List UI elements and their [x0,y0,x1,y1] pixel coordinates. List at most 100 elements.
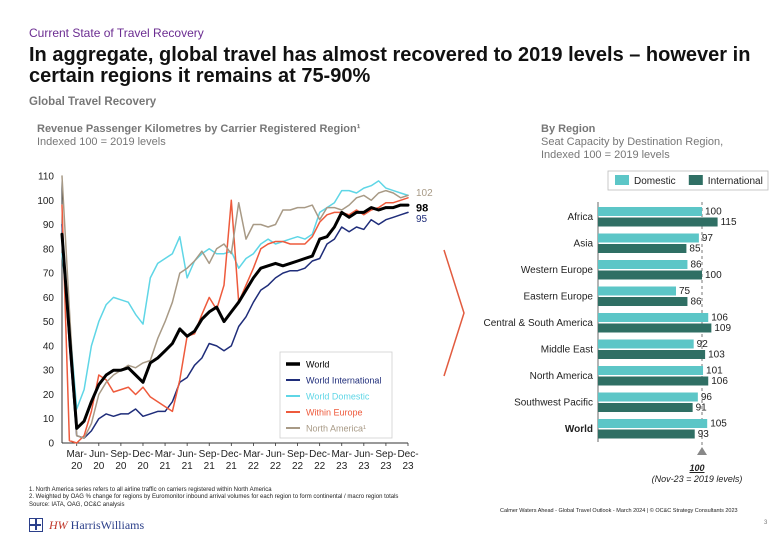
x-tick-label: 20 [93,461,105,472]
y-tick-label: 10 [43,414,55,425]
series-end-label: 98 [416,203,428,215]
region-label: North America [530,371,594,382]
legend-label: North America¹ [306,424,366,434]
line-chart: 0102030405060708090100110Mar-20Jun-20Sep… [37,172,433,473]
sources-note: Source: IATA, OAG, OC&C analysis [29,502,125,508]
y-tick-label: 70 [43,269,55,280]
series-line-world [60,203,410,430]
region-label: Central & South America [484,318,594,329]
line-chart-subtitle: Indexed 100 = 2019 levels [37,136,166,148]
x-tick-label: Sep- [110,449,131,460]
report-source: Calmer Waters Ahead - Global Travel Outl… [500,508,738,514]
footnote-1: 1. North America series refers to all ai… [29,487,272,493]
y-tick-label: 30 [43,366,55,377]
y-tick-label: 50 [43,317,55,328]
bar-international [598,403,693,412]
x-tick-label: 22 [270,461,282,472]
x-tick-label: Dec- [309,449,330,460]
legend-label: World Domestic [306,392,370,402]
y-tick-label: 80 [43,244,55,255]
page-number: 3 [764,520,768,526]
bar-international [598,270,702,280]
bar-value-label: 101 [706,366,723,377]
bar-international [598,217,718,227]
logo-initials: HW [49,517,68,532]
footnote-2: 2. Weighted by OAG % change for regions … [29,494,399,500]
x-tick-label: Sep- [287,449,308,460]
x-tick-label: 23 [402,461,414,472]
bar-value-label: 106 [711,376,728,387]
x-tick-label: 20 [137,461,149,472]
bar-value-label: 92 [697,339,709,350]
x-tick-label: Mar- [155,449,176,460]
reference-marker-icon [697,447,707,455]
x-tick-label: Dec- [132,449,153,460]
x-tick-label: Sep- [375,449,396,460]
bar-value-label: 115 [721,217,737,228]
y-tick-label: 60 [43,293,55,304]
bar-value-label: 86 [690,297,702,308]
legend-label: World International [306,376,381,386]
x-tick-label: 20 [115,461,127,472]
bar-value-label: 85 [689,244,701,255]
x-tick-label: Dec- [397,449,418,460]
x-tick-label: 21 [160,461,172,472]
x-tick-label: 23 [336,461,348,472]
bar-international [598,429,695,439]
bar-legend-swatch [615,175,629,185]
bar-value-label: 91 [696,403,708,414]
bar-domestic [598,260,688,269]
y-tick-label: 110 [38,172,54,183]
bar-value-label: 97 [702,233,714,244]
x-tick-label: Mar- [243,449,264,460]
bar-value-label: 105 [710,419,727,430]
bar-legend: Domestic International [607,170,769,191]
bar-chart-subtitle: Seat Capacity by Destination Region, Ind… [541,136,724,161]
y-tick-label: 20 [43,390,55,401]
bar-value-label: 86 [690,260,702,271]
y-tick-label: 0 [48,439,54,450]
legend-label: Within Europe [306,408,363,418]
series-end-label: 95 [416,214,428,225]
bar-international [598,297,688,306]
x-tick-label: Dec- [221,449,242,460]
y-tick-label: 40 [43,341,55,352]
series-line-world-international [61,211,409,439]
bar-domestic [598,207,702,216]
bar-value-label: 100 [705,207,722,218]
x-tick-label: 22 [248,461,260,472]
bar-domestic [598,339,694,349]
harris-williams-logo: HW HarrisWilliams [29,516,144,534]
bar-value-label: 93 [698,429,710,440]
slide-headline: In aggregate, global travel has almost r… [29,44,751,87]
bar-international [598,350,706,359]
bar-domestic [598,392,698,402]
bar-value-label: 75 [679,286,691,297]
x-tick-label: 22 [292,461,304,472]
chevron-divider-icon [443,249,465,377]
region-label: Middle East [541,345,593,356]
region-label: Africa [567,212,593,223]
x-tick-label: Jun- [354,449,373,460]
x-tick-label: 22 [314,461,326,472]
x-tick-label: 21 [226,461,238,472]
x-tick-label: 21 [182,461,194,472]
x-tick-label: Sep- [199,449,220,460]
bar-value-label: 103 [708,350,725,361]
series-end-label: 102 [416,188,433,199]
x-tick-label: 21 [204,461,216,472]
region-label: Southwest Pacific [514,398,593,409]
x-tick-label: 23 [380,461,392,472]
x-tick-label: 23 [358,461,370,472]
section-kicker: Current State of Travel Recovery [29,26,204,40]
series-line-within-europe [61,197,409,444]
x-tick-label: Jun- [266,449,285,460]
bar-domestic [598,286,676,296]
y-tick-label: 100 [37,196,54,207]
region-label: Eastern Europe [524,292,594,303]
logo-mark-icon [29,518,43,532]
region-label: Western Europe [521,265,594,276]
bar-legend-swatch [688,175,703,185]
bar-value-label: 106 [711,313,728,324]
